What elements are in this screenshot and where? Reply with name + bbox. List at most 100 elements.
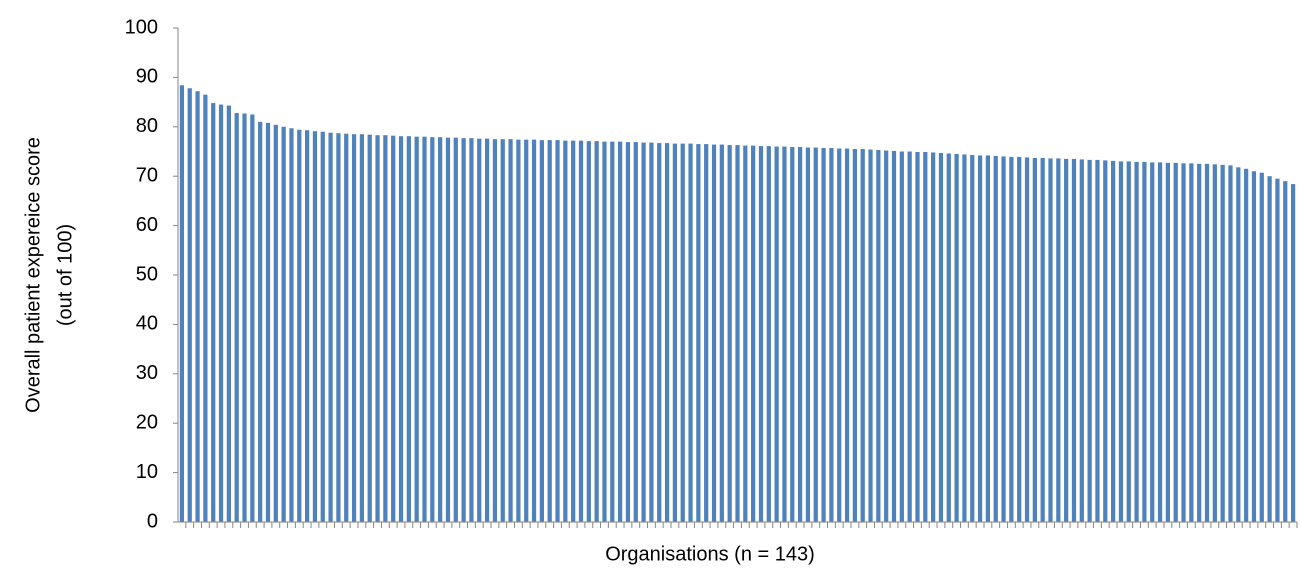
bar — [516, 139, 521, 523]
bar — [633, 142, 638, 522]
bar — [852, 149, 857, 522]
bar — [1079, 159, 1084, 523]
bar — [484, 138, 490, 522]
bar — [641, 142, 646, 522]
bar — [312, 131, 318, 522]
bar — [555, 140, 560, 522]
bar — [1283, 181, 1288, 522]
bar — [1017, 156, 1022, 522]
bar — [860, 149, 865, 522]
bar — [884, 150, 889, 522]
bar — [453, 137, 458, 522]
bar — [719, 144, 724, 523]
bar — [438, 137, 443, 522]
bar — [711, 144, 717, 523]
bar — [414, 136, 419, 522]
bar — [422, 136, 427, 522]
bar — [445, 137, 451, 522]
bar — [1189, 163, 1194, 522]
bar — [1095, 159, 1100, 522]
bar — [1103, 160, 1108, 522]
bar — [1032, 157, 1037, 522]
bar — [430, 137, 435, 522]
bar — [1110, 160, 1116, 523]
bar — [187, 88, 192, 522]
bar — [751, 145, 756, 522]
bar — [383, 135, 388, 522]
y-tick-label: 0 — [147, 510, 158, 532]
bar — [531, 139, 537, 523]
bar — [336, 133, 341, 523]
bar — [1290, 184, 1296, 522]
y-tick-label: 20 — [136, 411, 158, 433]
y-tick-label: 40 — [136, 313, 158, 335]
bar — [797, 147, 803, 522]
y-axis-label: (out of 100) — [54, 224, 76, 326]
bar — [946, 153, 951, 522]
bar — [586, 141, 591, 522]
bar — [1048, 158, 1053, 522]
bar — [320, 131, 325, 523]
bar — [265, 122, 271, 523]
bar — [1228, 165, 1233, 522]
bar — [837, 148, 842, 522]
bar — [234, 112, 239, 522]
bar — [672, 143, 678, 522]
bar — [970, 154, 975, 522]
bar — [344, 133, 349, 522]
bar — [398, 136, 404, 522]
y-tick-label: 10 — [136, 461, 158, 483]
bar — [1024, 157, 1030, 523]
bar — [876, 150, 881, 522]
bar — [406, 136, 411, 522]
bar — [602, 141, 607, 522]
y-tick-label: 50 — [136, 263, 158, 285]
bar — [1165, 162, 1170, 522]
bar — [758, 146, 764, 523]
bar — [1142, 161, 1147, 522]
bar — [1204, 163, 1210, 522]
bar — [195, 91, 200, 523]
bar — [1259, 172, 1264, 522]
bar — [218, 104, 224, 522]
bar — [727, 145, 732, 522]
bar — [305, 130, 310, 522]
bar — [1157, 162, 1163, 523]
bar — [273, 124, 278, 522]
bar — [664, 143, 670, 523]
bar — [1118, 161, 1124, 522]
bar — [1251, 171, 1257, 522]
bar — [782, 146, 787, 522]
bar — [359, 134, 365, 522]
bar — [844, 148, 850, 522]
bar — [477, 138, 482, 522]
bar — [258, 121, 263, 523]
y-tick-label: 60 — [136, 214, 158, 236]
bar — [985, 155, 991, 522]
bar — [571, 140, 576, 522]
bar — [179, 85, 185, 522]
bar — [931, 152, 936, 522]
bar — [351, 134, 357, 522]
bar — [1275, 178, 1280, 523]
bar — [680, 143, 685, 522]
bar — [1150, 162, 1155, 523]
bar — [923, 151, 928, 522]
bar — [289, 128, 294, 523]
bar — [250, 114, 255, 522]
bar — [469, 138, 474, 523]
bar — [297, 129, 302, 523]
bar — [1009, 156, 1014, 522]
bar — [915, 151, 920, 522]
bar — [539, 140, 544, 522]
bar — [805, 147, 811, 522]
bar — [610, 141, 615, 522]
bar — [1001, 156, 1006, 522]
bar — [907, 151, 912, 522]
bar — [211, 103, 216, 522]
bar — [962, 154, 967, 523]
bar — [375, 135, 380, 522]
bar — [1197, 163, 1202, 522]
bar — [821, 148, 826, 523]
